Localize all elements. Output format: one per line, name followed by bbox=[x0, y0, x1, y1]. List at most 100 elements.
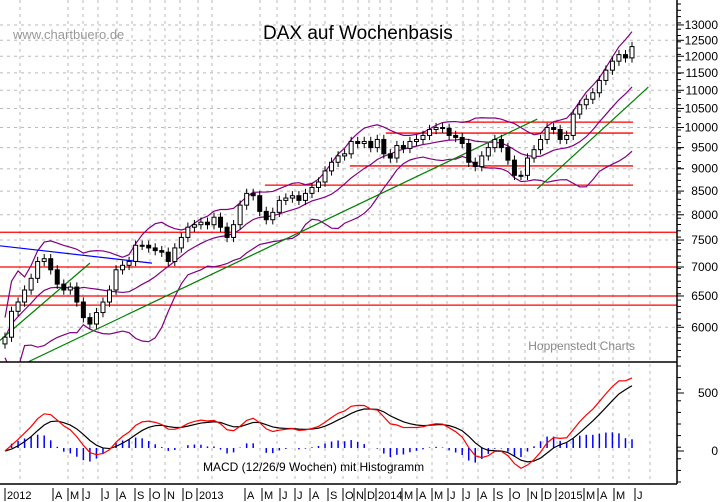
candle bbox=[2, 336, 8, 345]
candle bbox=[413, 138, 419, 142]
y-tick-label: 8500 bbox=[691, 184, 718, 198]
candle bbox=[596, 79, 602, 94]
x-tick-label: 2014 bbox=[378, 490, 402, 502]
x-tick-label: M bbox=[434, 490, 443, 502]
candle bbox=[9, 310, 15, 338]
x-tick-label: M bbox=[264, 490, 273, 502]
candle bbox=[446, 127, 452, 136]
candle bbox=[270, 211, 276, 221]
candle bbox=[525, 157, 530, 176]
candle bbox=[505, 147, 511, 161]
candle bbox=[224, 226, 230, 238]
x-tick-label: J bbox=[465, 490, 471, 502]
candle bbox=[146, 244, 152, 249]
x-tick-label: J bbox=[104, 490, 110, 502]
candle bbox=[361, 140, 367, 145]
candle bbox=[231, 224, 237, 238]
x-tick-label: J bbox=[450, 490, 456, 502]
candle bbox=[498, 138, 504, 149]
candle bbox=[93, 312, 99, 325]
x-tick-label: A bbox=[600, 490, 608, 502]
candle bbox=[54, 269, 60, 285]
bollinger-lower bbox=[4, 150, 633, 362]
x-tick-label: S bbox=[330, 490, 337, 502]
candle bbox=[551, 127, 557, 131]
candle bbox=[67, 286, 73, 291]
candle bbox=[466, 143, 472, 163]
candle bbox=[237, 204, 243, 226]
chart-title: DAX auf Wochenbasis bbox=[263, 23, 453, 44]
candle bbox=[564, 134, 570, 140]
y-tick-label: 9500 bbox=[691, 141, 718, 155]
x-tick-label: 2013 bbox=[199, 490, 223, 502]
candle bbox=[107, 289, 112, 303]
candle bbox=[139, 244, 145, 247]
x-tick-label: J bbox=[282, 490, 288, 502]
candle bbox=[159, 250, 165, 253]
y-tick-label: 13000 bbox=[685, 18, 719, 32]
x-tick-label: A bbox=[419, 490, 427, 502]
x-tick-label: N bbox=[356, 490, 364, 502]
x-tick-label: 2015 bbox=[558, 490, 582, 502]
candle bbox=[120, 264, 126, 271]
y-tick-label: 10500 bbox=[685, 101, 719, 115]
candle bbox=[590, 92, 596, 100]
x-tick-label: A bbox=[480, 490, 488, 502]
candle bbox=[348, 140, 354, 155]
candle bbox=[165, 251, 171, 262]
candle bbox=[28, 277, 34, 291]
candle bbox=[472, 161, 478, 168]
watermark: www.chartbuero.de bbox=[12, 27, 124, 42]
candle bbox=[329, 161, 335, 172]
x-tick-label: M bbox=[586, 490, 595, 502]
candle bbox=[583, 98, 589, 106]
horizontal-lines bbox=[0, 121, 677, 306]
blue-trend-line bbox=[0, 245, 153, 264]
y-tick-label: 10000 bbox=[685, 121, 719, 135]
candle bbox=[335, 155, 341, 163]
macd-line bbox=[4, 377, 633, 469]
candle bbox=[570, 113, 576, 136]
candle bbox=[178, 236, 184, 249]
y-tick-label: 7000 bbox=[691, 260, 718, 274]
candle bbox=[263, 210, 269, 221]
candle bbox=[394, 145, 400, 159]
candle bbox=[87, 317, 93, 325]
candle bbox=[80, 301, 86, 319]
candle bbox=[41, 258, 47, 262]
candle bbox=[100, 301, 106, 314]
candle bbox=[433, 127, 439, 131]
candle bbox=[538, 138, 544, 151]
candle bbox=[35, 260, 41, 279]
x-tick-label: D bbox=[367, 490, 375, 502]
candle bbox=[113, 269, 119, 291]
candle bbox=[198, 221, 204, 226]
x-tick-label: S bbox=[496, 490, 503, 502]
x-tick-label: A bbox=[312, 490, 320, 502]
candle bbox=[185, 226, 191, 238]
macd-panel bbox=[4, 377, 633, 469]
candle bbox=[492, 138, 498, 149]
candle bbox=[407, 140, 413, 149]
candle bbox=[322, 170, 328, 183]
x-tick-label: M bbox=[70, 490, 79, 502]
candle bbox=[289, 195, 295, 199]
x-tick-label: S bbox=[137, 490, 144, 502]
x-tick-label: O bbox=[512, 490, 521, 502]
macd-y-tick-label: 500 bbox=[698, 386, 718, 400]
candle bbox=[485, 147, 491, 157]
candle bbox=[211, 216, 217, 226]
candle bbox=[531, 149, 537, 159]
candle bbox=[152, 247, 158, 252]
x-tick-label: M bbox=[404, 490, 413, 502]
candle bbox=[172, 247, 178, 262]
candle bbox=[518, 174, 524, 177]
green-trend-line bbox=[27, 118, 538, 362]
candle bbox=[577, 104, 583, 115]
candle bbox=[629, 46, 635, 59]
green-trend-line bbox=[536, 86, 649, 190]
candle bbox=[453, 134, 459, 138]
macd-y-tick-label: 0 bbox=[711, 444, 718, 458]
x-tick-label: O bbox=[345, 490, 354, 502]
y-tick-label: 11000 bbox=[686, 83, 719, 97]
